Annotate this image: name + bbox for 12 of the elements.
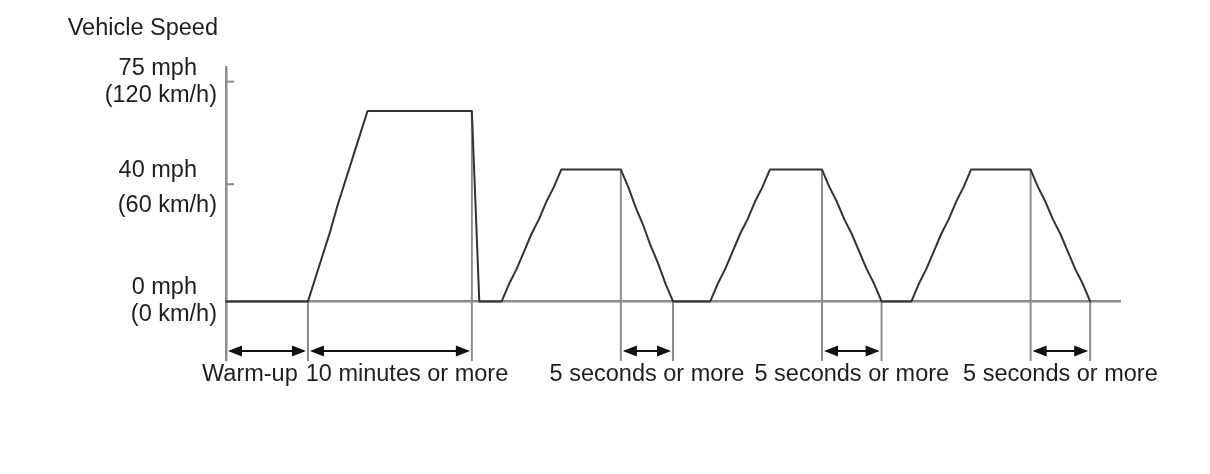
text: Warm-up — [202, 360, 298, 387]
y-tick-label: 40 mph — [118, 156, 197, 183]
y2-tick-label: (120 km/h) — [104, 80, 217, 107]
text: 5 seconds or more — [549, 360, 745, 387]
y-axis-title: Vehicle Speed — [67, 14, 218, 41]
text: 5 seconds or more — [963, 360, 1158, 387]
text: 10 minutes or more — [305, 360, 509, 387]
y-tick-label: 75 mph — [118, 53, 197, 80]
y-tick-label: 0 mph — [131, 273, 197, 300]
y2-tick-label: (60 km/h) — [117, 190, 217, 217]
y2-tick-label: (0 km/h) — [130, 300, 217, 327]
text: 5 seconds or more — [754, 360, 950, 387]
